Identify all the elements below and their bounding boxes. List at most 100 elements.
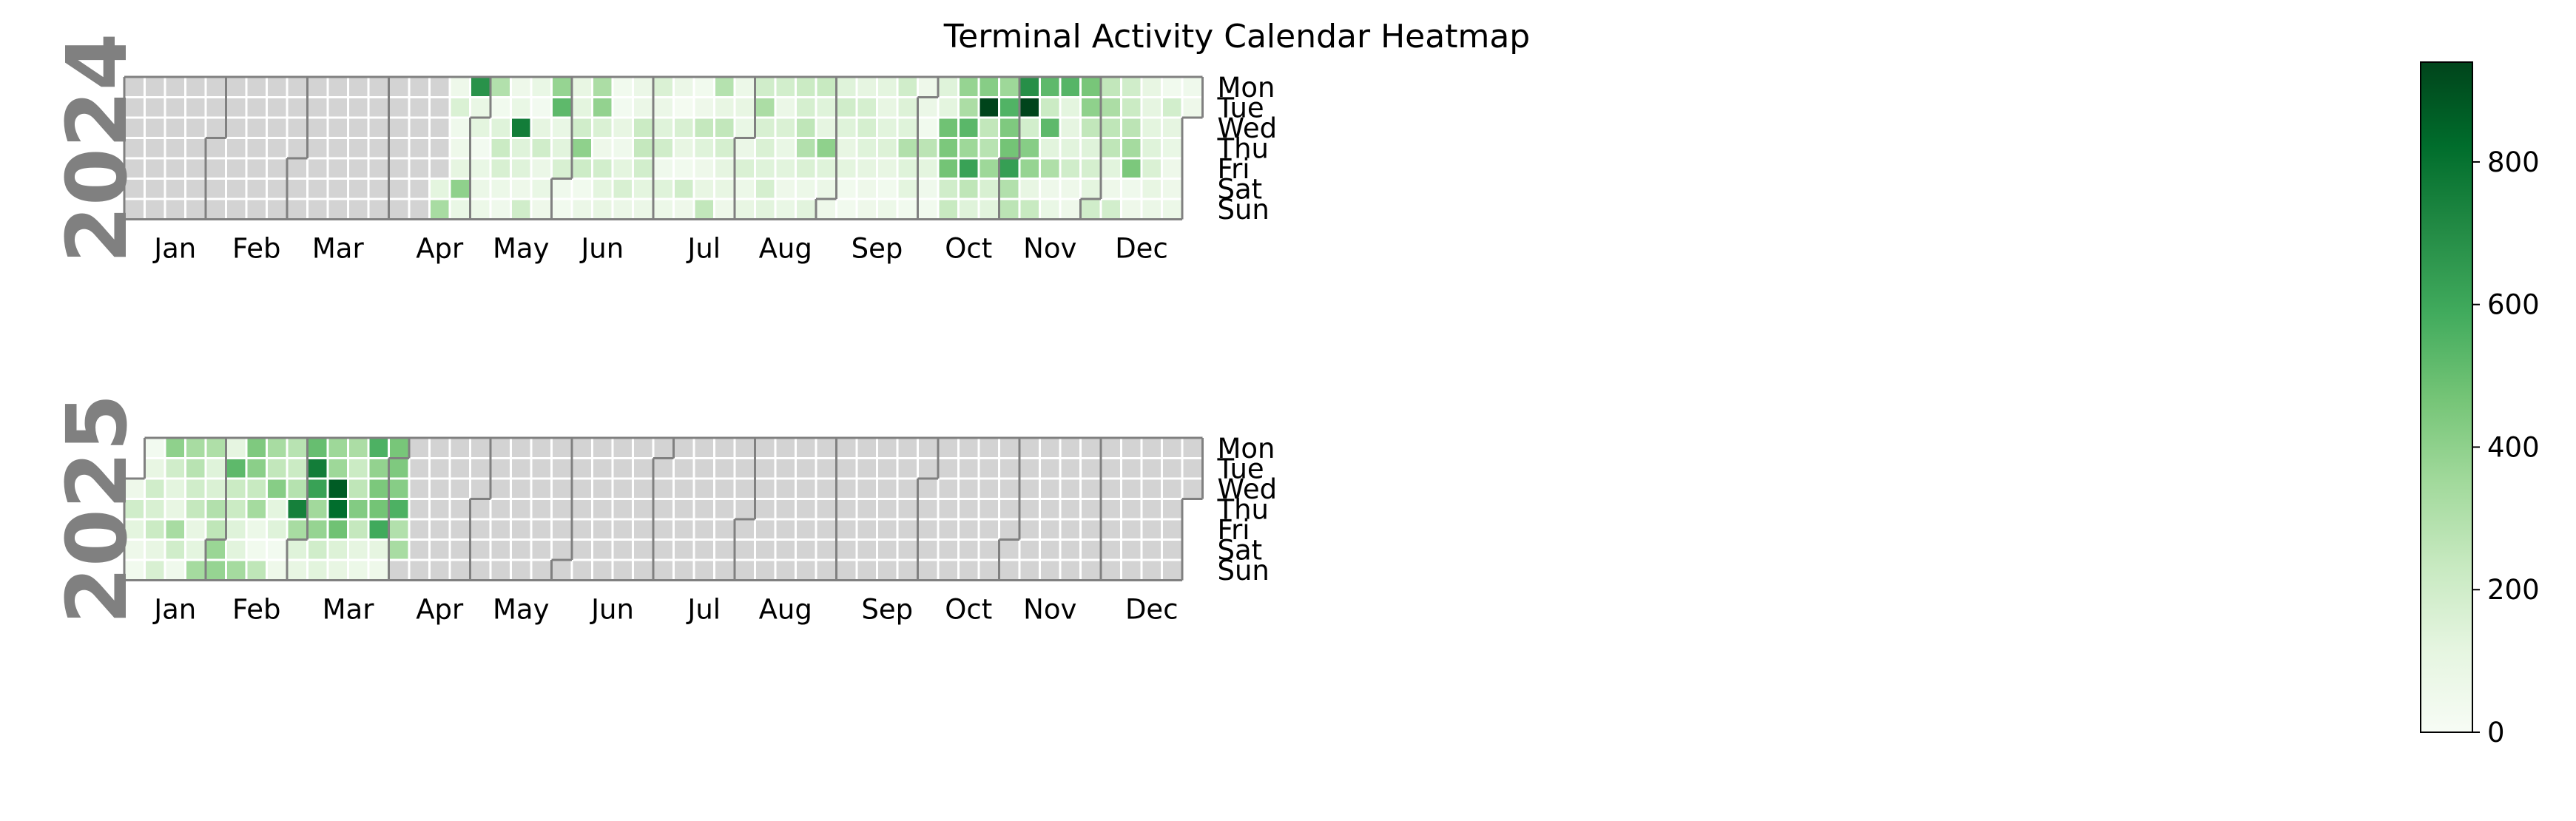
heatmap-cell: [570, 96, 593, 119]
heatmap-cell: [855, 518, 878, 541]
heatmap-cell: [204, 498, 227, 521]
heatmap-cell: [388, 558, 411, 581]
heatmap-cell: [1079, 137, 1102, 160]
heatmap-cell: [591, 75, 614, 98]
heatmap-cell: [815, 137, 837, 160]
heatmap-cell: [184, 436, 207, 459]
month-label: Dec: [1125, 594, 1179, 626]
heatmap-cell: [733, 197, 756, 220]
heatmap-cell: [225, 498, 248, 521]
heatmap-cell: [672, 116, 695, 139]
heatmap-cell: [489, 116, 512, 139]
heatmap-cell: [144, 178, 166, 200]
heatmap-cell: [510, 436, 533, 459]
heatmap-cell: [611, 518, 634, 541]
heatmap-cell: [713, 157, 736, 180]
heatmap-cell: [713, 457, 736, 480]
month-label: Nov: [1023, 233, 1076, 265]
heatmap-cell: [550, 498, 573, 521]
heatmap-cell: [591, 538, 614, 561]
heatmap-cell: [1018, 197, 1041, 220]
heatmap-cell: [225, 137, 248, 160]
heatmap-cell: [957, 178, 980, 200]
heatmap-cell: [652, 558, 675, 581]
heatmap-cell: [774, 96, 797, 119]
heatmap-cell: [163, 178, 186, 200]
heatmap-cell: [652, 116, 675, 139]
heatmap-cell: [266, 137, 289, 160]
heatmap-cell: [591, 558, 614, 581]
heatmap-cell: [1161, 436, 1184, 459]
heatmap-cell: [448, 116, 471, 139]
heatmap-cell: [754, 558, 777, 581]
heatmap-cell: [1079, 498, 1102, 521]
heatmap-cell: [1140, 498, 1163, 521]
month-label: Jan: [152, 233, 196, 265]
heatmap-cell: [672, 157, 695, 180]
heatmap-cell: [448, 518, 471, 541]
heatmap-cell: [998, 518, 1021, 541]
heatmap-cell: [632, 498, 655, 521]
heatmap-cell: [1018, 75, 1041, 98]
heatmap-cell: [489, 498, 512, 521]
heatmap-cell: [225, 558, 248, 581]
heatmap-cell: [632, 157, 655, 180]
heatmap-cell: [774, 116, 797, 139]
heatmap-cell: [591, 498, 614, 521]
heatmap-cell: [835, 137, 858, 160]
heatmap-cell: [347, 197, 370, 220]
heatmap-cell: [1039, 116, 1062, 139]
heatmap-cell: [611, 75, 634, 98]
heatmap-cell: [917, 436, 940, 459]
heatmap-cell: [876, 518, 899, 541]
heatmap-cell: [1018, 558, 1041, 581]
heatmap-cell: [286, 436, 308, 459]
heatmap-cell: [408, 457, 431, 480]
heatmap-cell: [672, 137, 695, 160]
heatmap-cell: [977, 477, 1000, 500]
heatmap-cell: [998, 116, 1021, 139]
heatmap-cell: [367, 436, 390, 459]
heatmap-cell: [1079, 96, 1102, 119]
heatmap-cell: [163, 558, 186, 581]
heatmap-cell: [1120, 75, 1143, 98]
heatmap-cell: [713, 137, 736, 160]
heatmap-cell: [1018, 96, 1041, 119]
heatmap-cell: [530, 457, 553, 480]
heatmap-cell: [896, 538, 919, 561]
heatmap-cell: [611, 157, 634, 180]
heatmap-cell: [917, 477, 940, 500]
heatmap-cell: [388, 498, 411, 521]
heatmap-cell: [896, 116, 919, 139]
heatmap-cell: [428, 538, 451, 561]
heatmap-cell: [388, 157, 411, 180]
heatmap-cell: [652, 477, 675, 500]
heatmap-cell: [510, 498, 533, 521]
heatmap-cell: [1140, 457, 1163, 480]
heatmap-cell: [937, 96, 960, 119]
heatmap-cell: [977, 178, 1000, 200]
heatmap-cell: [672, 457, 695, 480]
heatmap-cell: [326, 96, 349, 119]
heatmap-cell: [977, 137, 1000, 160]
heatmap-cell: [1161, 197, 1184, 220]
heatmap-cell: [245, 75, 268, 98]
heatmap-cell: [672, 197, 695, 220]
heatmap-cell: [1018, 436, 1041, 459]
heatmap-cell: [306, 116, 329, 139]
heatmap-cell: [570, 457, 593, 480]
heatmap-cell: [998, 75, 1021, 98]
heatmap-cell: [550, 96, 573, 119]
heatmap-cell: [652, 538, 675, 561]
heatmap-cell: [774, 457, 797, 480]
heatmap-cell: [835, 96, 858, 119]
heatmap-cell: [611, 197, 634, 220]
heatmap-cell: [204, 75, 227, 98]
month-boundary: [123, 436, 1204, 581]
heatmap-cell: [1120, 137, 1143, 160]
heatmap-cell: [428, 75, 451, 98]
heatmap-cell: [428, 96, 451, 119]
heatmap-cell: [896, 477, 919, 500]
heatmap-cell: [713, 197, 736, 220]
year-label: 2025: [50, 393, 146, 624]
